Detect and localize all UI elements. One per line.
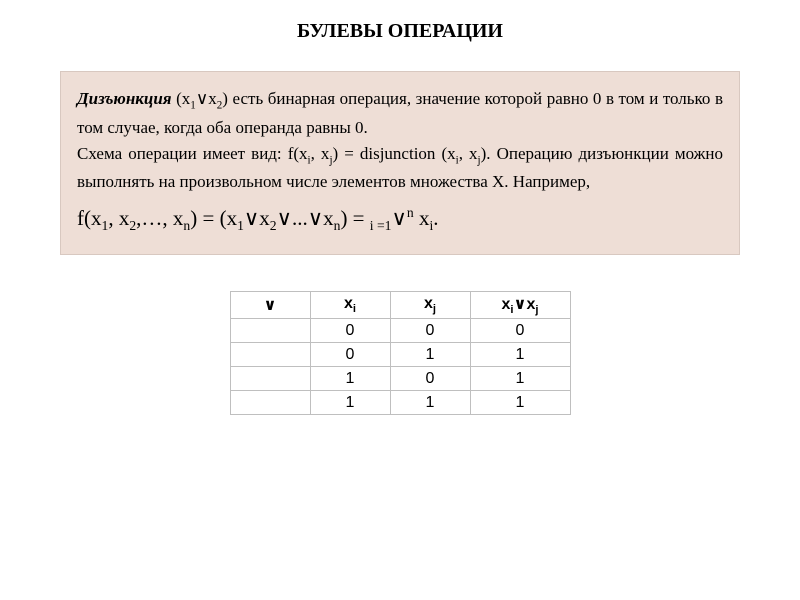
cell-sym bbox=[230, 391, 310, 415]
th-xi: xi bbox=[310, 292, 390, 319]
term: Дизъюнкция bbox=[77, 89, 172, 108]
table-row: 1 0 1 bbox=[230, 367, 570, 391]
truth-table: ∨ xi xj xi∨xj 0 0 0 0 bbox=[230, 291, 571, 415]
cell-res: 1 bbox=[470, 391, 570, 415]
definition-paragraph-1: Дизъюнкция (x1∨x2) есть бинарная операци… bbox=[77, 86, 723, 141]
cell-xi: 1 bbox=[310, 367, 390, 391]
cell-xj: 1 bbox=[390, 391, 470, 415]
th-sym: ∨ bbox=[230, 292, 310, 319]
cell-sym bbox=[230, 343, 310, 367]
cell-res: 1 bbox=[470, 367, 570, 391]
def-text-1: есть бинарная операция, значение которой… bbox=[77, 89, 723, 137]
cell-xj: 1 bbox=[390, 343, 470, 367]
truth-table-wrap: ∨ xi xj xi∨xj 0 0 0 0 bbox=[60, 291, 740, 415]
cell-res: 1 bbox=[470, 343, 570, 367]
def-expr: (x1∨x2) bbox=[176, 89, 232, 108]
definition-box: Дизъюнкция (x1∨x2) есть бинарная операци… bbox=[60, 71, 740, 255]
table-row: 1 1 1 bbox=[230, 391, 570, 415]
cell-sym bbox=[230, 319, 310, 343]
definition-paragraph-2: Схема операции имеет вид: f(xi, xj) = di… bbox=[77, 141, 723, 196]
formula: f(x1, x2,…, xn) = (x1∨x2∨...∨xn) = i =1∨… bbox=[77, 202, 723, 236]
cell-xi: 0 bbox=[310, 319, 390, 343]
cell-xj: 0 bbox=[390, 319, 470, 343]
cell-sym bbox=[230, 367, 310, 391]
cell-res: 0 bbox=[470, 319, 570, 343]
cell-xj: 0 bbox=[390, 367, 470, 391]
th-result: xi∨xj bbox=[470, 292, 570, 319]
cell-xi: 1 bbox=[310, 391, 390, 415]
table-row: 0 1 1 bbox=[230, 343, 570, 367]
page-title: БУЛЕВЫ ОПЕРАЦИИ bbox=[60, 20, 740, 43]
table-row: 0 0 0 bbox=[230, 319, 570, 343]
th-xj: xj bbox=[390, 292, 470, 319]
cell-xi: 0 bbox=[310, 343, 390, 367]
table-header-row: ∨ xi xj xi∨xj bbox=[230, 292, 570, 319]
